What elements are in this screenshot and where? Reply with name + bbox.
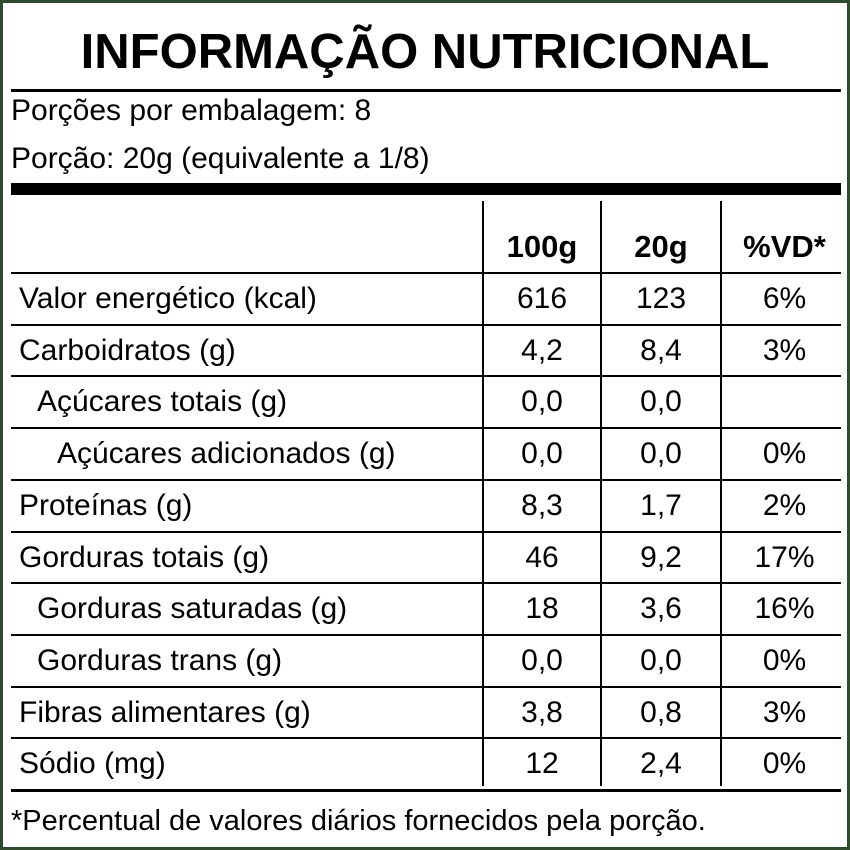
value-per-100g: 0,0 (521, 385, 563, 419)
daily-value-percent: 16% (754, 592, 815, 626)
column-divider (482, 201, 484, 786)
label-title: INFORMAÇÃO NUTRICIONAL (80, 25, 770, 79)
title-rule (11, 89, 841, 92)
nutrient-name: Valor energético (kcal) (19, 282, 317, 315)
value-per-serving: 0,0 (640, 437, 682, 471)
nutrient-name: Proteínas (g) (19, 488, 193, 522)
value-per-100g: 616 (516, 282, 568, 315)
value-per-serving: 0,0 (640, 643, 682, 677)
column-divider (720, 201, 722, 786)
column-header-100g: 100g (506, 229, 578, 264)
daily-value-percent: 3% (762, 695, 807, 729)
row-divider (11, 737, 841, 740)
daily-value-percent: 0% (762, 437, 807, 471)
column-divider (600, 201, 602, 786)
nutrient-name: Fibras alimentares (g) (19, 695, 311, 729)
daily-value-percent: 6% (762, 282, 807, 315)
daily-value-percent (722, 376, 847, 428)
nutrient-name: Gorduras trans (g) (37, 643, 283, 677)
servings-per-package: Porções por embalagem: 8 (11, 94, 372, 127)
daily-value-percent: 0% (762, 643, 807, 677)
row-divider (11, 427, 841, 430)
footnote: *Percentual de valores diários fornecido… (11, 805, 706, 837)
row-divider (11, 633, 841, 636)
nutrient-name: Sódio (mg) (19, 747, 166, 781)
value-per-100g: 18 (525, 592, 559, 626)
value-per-100g: 12 (525, 747, 559, 781)
value-per-serving: 0,0 (640, 385, 682, 419)
value-per-100g: 0,0 (521, 643, 563, 677)
row-divider (11, 685, 841, 688)
nutrient-name: Carboidratos (g) (19, 333, 236, 367)
column-header-vd: %VD* (743, 229, 826, 264)
value-per-serving: 3,6 (640, 592, 682, 626)
serving-size: Porção: 20g (equivalente a 1/8) (11, 142, 430, 175)
daily-value-percent: 17% (754, 540, 815, 574)
value-per-serving: 2,4 (640, 747, 682, 781)
nutrient-name: Gorduras totais (g) (19, 540, 270, 574)
value-per-100g: 46 (525, 540, 559, 574)
value-per-serving: 123 (635, 282, 687, 315)
footnote-rule (11, 789, 841, 792)
nutrient-name: Açúcares totais (g) (37, 385, 288, 419)
nutrient-name: Açúcares adicionados (g) (57, 437, 396, 471)
row-divider (11, 582, 841, 585)
daily-value-percent: 0% (762, 747, 807, 781)
column-header-serving: 20g (634, 229, 688, 264)
value-per-100g: 4,2 (521, 333, 563, 367)
row-divider (11, 323, 841, 326)
thick-rule (11, 183, 841, 195)
nutrient-name: Gorduras saturadas (g) (37, 592, 348, 626)
row-divider (11, 530, 841, 533)
row-divider (11, 375, 841, 378)
row-divider (11, 272, 841, 274)
daily-value-percent: 2% (762, 488, 807, 522)
value-per-100g: 0,0 (521, 437, 563, 471)
value-per-100g: 8,3 (521, 488, 563, 522)
row-divider (11, 478, 841, 481)
value-per-serving: 8,4 (640, 333, 682, 367)
value-per-serving: 1,7 (640, 488, 682, 522)
value-per-serving: 0,8 (640, 695, 682, 729)
daily-value-percent: 3% (762, 333, 807, 367)
value-per-serving: 9,2 (640, 540, 682, 574)
value-per-100g: 3,8 (521, 695, 563, 729)
